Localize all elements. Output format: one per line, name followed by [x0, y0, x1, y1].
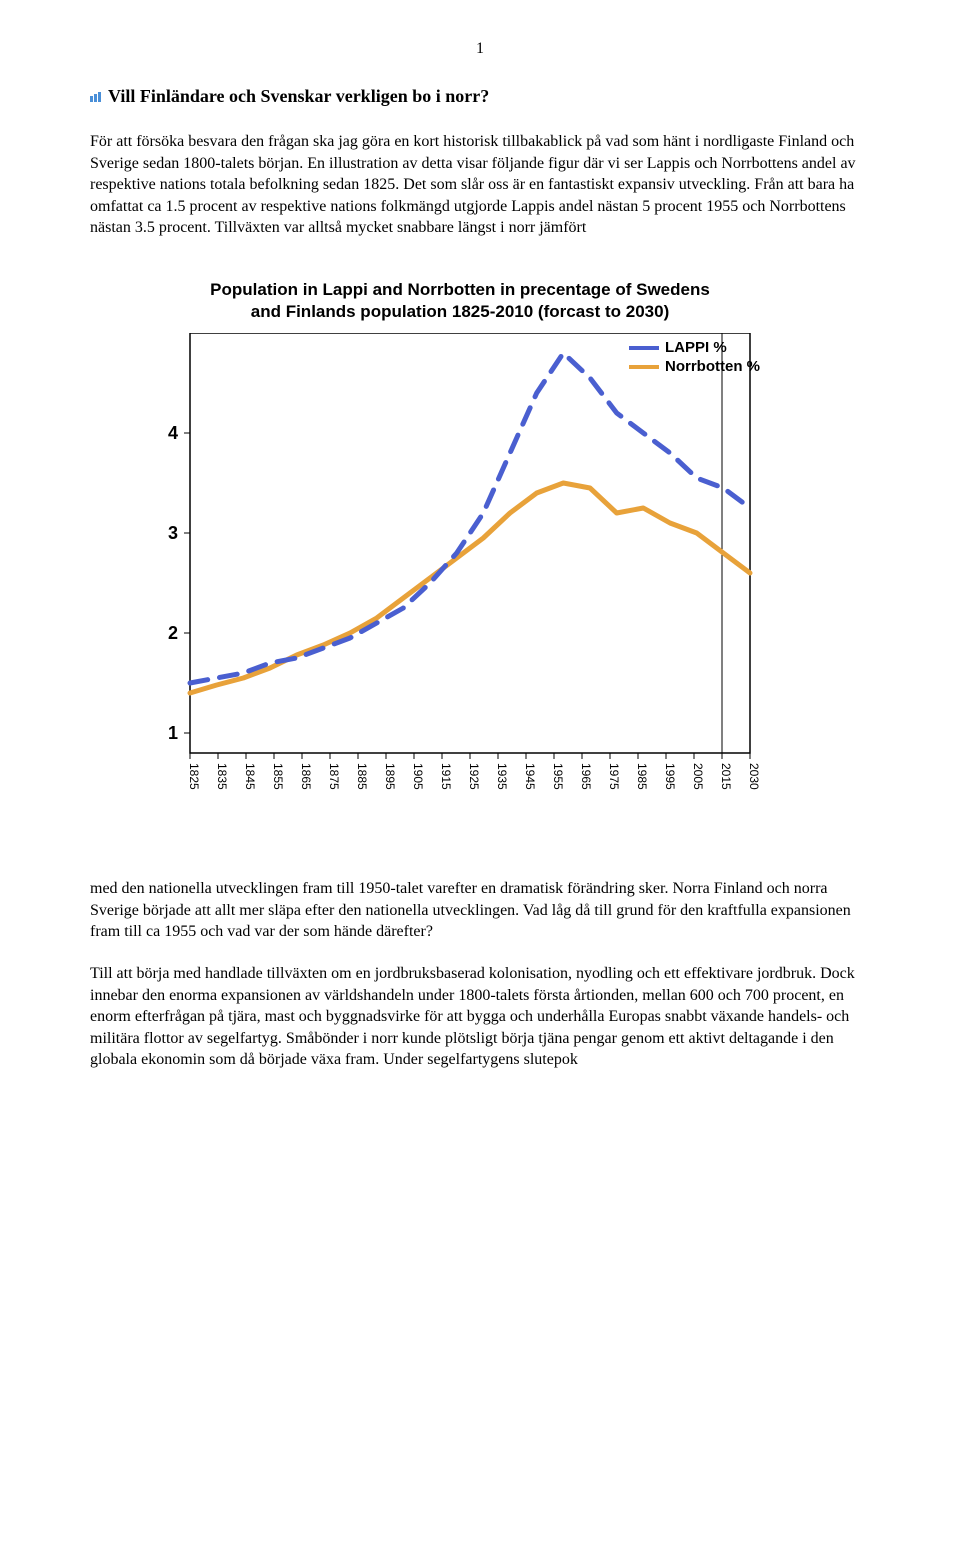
bullet-icon: [90, 86, 104, 107]
svg-text:1895: 1895: [383, 763, 397, 790]
legend-label-norrbotten: Norrbotten %: [665, 358, 760, 375]
chart-title-line2: and Finlands population 1825-2010 (forca…: [251, 302, 670, 321]
svg-text:2030: 2030: [747, 763, 761, 790]
svg-text:1845: 1845: [243, 763, 257, 790]
svg-text:2005: 2005: [691, 763, 705, 790]
legend-label-lappi: LAPPI %: [665, 339, 727, 356]
paragraph-1: För att försöka besvara den frågan ska j…: [90, 131, 870, 239]
svg-text:1915: 1915: [439, 763, 453, 790]
svg-text:3: 3: [168, 523, 178, 543]
chart-svg: 1 2 3 4 1825 1835 1845 1855 1865 1875 1885 1895 1905…: [150, 333, 770, 813]
chart-title-line1: Population in Lappi and Norrbotten in pr…: [210, 280, 710, 299]
paragraph-3: Till att börja med handlade tillväxten o…: [90, 963, 870, 1071]
svg-text:1: 1: [168, 723, 178, 743]
article-heading: Vill Finländare och Svenskar verkligen b…: [90, 86, 870, 107]
svg-text:1855: 1855: [271, 763, 285, 790]
svg-text:4: 4: [168, 423, 178, 443]
svg-text:1835: 1835: [215, 763, 229, 790]
population-chart: Population in Lappi and Norrbotten in pr…: [150, 279, 870, 818]
svg-text:1955: 1955: [551, 763, 565, 790]
svg-text:1975: 1975: [607, 763, 621, 790]
chart-title: Population in Lappi and Norrbotten in pr…: [150, 279, 770, 323]
page-number: 1: [90, 40, 870, 58]
svg-text:1865: 1865: [299, 763, 313, 790]
chart-legend: LAPPI % Norrbotten %: [629, 339, 760, 377]
legend-swatch-lappi: [629, 346, 659, 350]
svg-text:1875: 1875: [327, 763, 341, 790]
svg-text:1885: 1885: [355, 763, 369, 790]
paragraph-2: med den nationella utvecklingen fram til…: [90, 878, 870, 943]
svg-text:2015: 2015: [719, 763, 733, 790]
svg-text:1905: 1905: [411, 763, 425, 790]
heading-text: Vill Finländare och Svenskar verkligen b…: [108, 86, 489, 106]
svg-text:1925: 1925: [467, 763, 481, 790]
legend-item-norrbotten: Norrbotten %: [629, 358, 760, 375]
legend-item-lappi: LAPPI %: [629, 339, 760, 356]
svg-text:1935: 1935: [495, 763, 509, 790]
chart-box: 1 2 3 4 1825 1835 1845 1855 1865 1875 1885 1895 1905…: [150, 333, 770, 818]
svg-text:1945: 1945: [523, 763, 537, 790]
legend-swatch-norrbotten: [629, 365, 659, 369]
svg-text:1965: 1965: [579, 763, 593, 790]
svg-text:1825: 1825: [187, 763, 201, 790]
svg-text:1995: 1995: [663, 763, 677, 790]
svg-text:1985: 1985: [635, 763, 649, 790]
svg-text:2: 2: [168, 623, 178, 643]
